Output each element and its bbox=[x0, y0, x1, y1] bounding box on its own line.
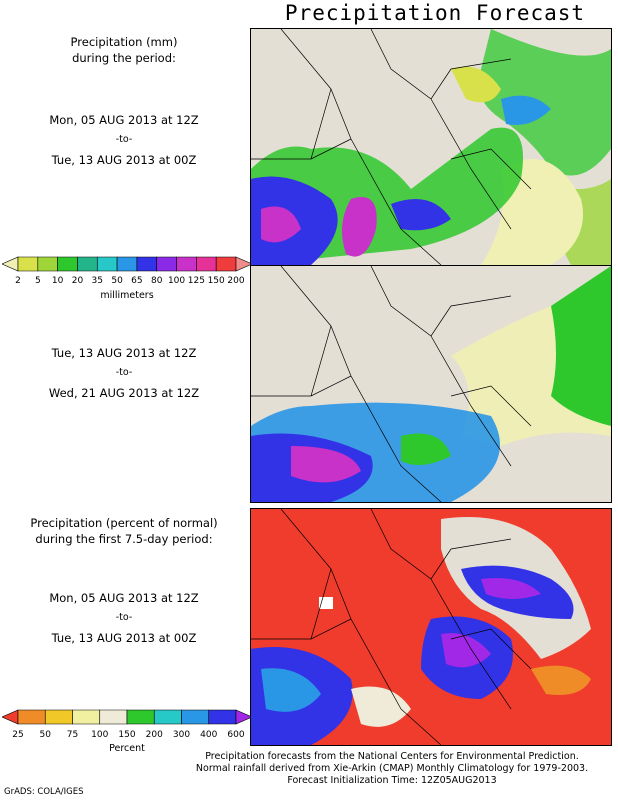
page-title: Precipitation Forecast bbox=[284, 1, 586, 25]
mm-colorbar-swatch bbox=[116, 256, 138, 272]
panel3-to: -to- bbox=[115, 612, 133, 623]
percent-colorbar-swatch bbox=[208, 709, 237, 725]
mm-colorbar-tick-label: 35 bbox=[91, 276, 103, 286]
grads-credit: GrADS: COLA/IGES bbox=[4, 787, 84, 797]
mm-colorbar-swatch bbox=[57, 256, 78, 272]
panel2-start-date: Tue, 13 AUG 2013 at 12Z bbox=[51, 346, 197, 360]
percent-colorbar-tick-label: 400 bbox=[200, 730, 218, 740]
percent-colorbar-tick-label: 150 bbox=[118, 730, 136, 740]
mm-colorbar-tick-label: 50 bbox=[111, 276, 123, 286]
panel1-heading-line2: during the period: bbox=[72, 51, 176, 65]
percent-colorbar-tick-label: 50 bbox=[39, 730, 51, 740]
panel1-period: Mon, 05 AUG 2013 at 12Z -to- Tue, 13 AUG… bbox=[4, 112, 244, 168]
panel3-start-date: Mon, 05 AUG 2013 at 12Z bbox=[49, 591, 199, 605]
mm-colorbar-swatch bbox=[156, 256, 177, 272]
credits-line2: Normal rainfall derived from Xie-Arkin (… bbox=[195, 763, 589, 774]
mm-colorbar-swatch bbox=[215, 256, 237, 272]
credits-line3: Forecast Initialization Time: 12Z05AUG20… bbox=[287, 775, 497, 786]
mm-colorbar-tick-label: 5 bbox=[34, 276, 41, 286]
percent-colorbar-swatch bbox=[72, 709, 101, 725]
percent-colorbar-swatch bbox=[17, 709, 46, 725]
percent-colorbar-unit: Percent bbox=[109, 743, 145, 754]
panel1-to: -to- bbox=[115, 134, 133, 145]
panel3-heading-line2: during the first 7.5-day period: bbox=[35, 532, 213, 546]
percent-colorbar-swatch bbox=[235, 709, 252, 725]
percent-colorbar-tick-label: 600 bbox=[227, 730, 245, 740]
mm-colorbar-swatch bbox=[77, 256, 98, 272]
panel3-end-date: Tue, 13 AUG 2013 at 00Z bbox=[51, 631, 197, 645]
percent-colorbar-tick-label: 75 bbox=[66, 730, 79, 740]
mm-colorbar-swatch bbox=[2, 256, 19, 272]
mm-colorbar-swatch bbox=[136, 256, 158, 272]
mm-colorbar-swatch bbox=[96, 256, 118, 272]
percent-colorbar-tick-label: 200 bbox=[145, 730, 163, 740]
credits: Precipitation forecasts from the Nationa… bbox=[182, 751, 602, 787]
panel2-to: -to- bbox=[115, 367, 133, 378]
percent-colorbar-swatch bbox=[44, 709, 73, 725]
mm-colorbar-ticks: 2 5 10 20 35 50 65 80 100 125 150 200 bbox=[2, 276, 252, 288]
mm-colorbar-swatch bbox=[176, 256, 197, 272]
mm-colorbar-unit: millimeters bbox=[100, 290, 154, 301]
mm-colorbar-tick-label: 125 bbox=[187, 276, 205, 286]
panel1-end-date: Tue, 13 AUG 2013 at 00Z bbox=[51, 153, 197, 167]
panel3-heading-line1: Precipitation (percent of normal) bbox=[30, 516, 218, 530]
panel1-heading: Precipitation (mm) during the period: bbox=[4, 34, 244, 66]
percent-colorbar-tick-label: 100 bbox=[91, 730, 109, 740]
mm-colorbar-tick-label: 2 bbox=[15, 276, 21, 286]
mm-colorbar-tick-label: 150 bbox=[207, 276, 225, 286]
percent-colorbar-swatch bbox=[126, 709, 155, 725]
percent-colorbar-tick-label: 300 bbox=[172, 730, 191, 740]
percent-colorbar-swatch bbox=[2, 709, 19, 725]
percent-colorbar-ticks: 25 50 75 100 150 200 300 400 600 bbox=[2, 730, 252, 742]
percent-colorbar-tick-label: 25 bbox=[12, 730, 24, 740]
panel2-period: Tue, 13 AUG 2013 at 12Z -to- Wed, 21 AUG… bbox=[4, 345, 244, 401]
panel1-heading-line1: Precipitation (mm) bbox=[70, 35, 178, 49]
mm-colorbar-swatch bbox=[37, 256, 58, 272]
map-panel-1 bbox=[250, 28, 612, 266]
mm-colorbar-tick-label: 65 bbox=[131, 276, 143, 286]
map-panel-3 bbox=[250, 508, 612, 746]
panel3-heading: Precipitation (percent of normal) during… bbox=[4, 515, 244, 547]
percent-colorbar-swatch bbox=[153, 709, 182, 725]
panel1-start-date: Mon, 05 AUG 2013 at 12Z bbox=[49, 113, 199, 127]
percent-colorbar bbox=[2, 709, 252, 725]
mm-colorbar-tick-label: 80 bbox=[150, 276, 163, 286]
panel3-period: Mon, 05 AUG 2013 at 12Z -to- Tue, 13 AUG… bbox=[4, 590, 244, 646]
percent-colorbar-swatch bbox=[181, 709, 210, 725]
mm-colorbar-swatch bbox=[196, 256, 217, 272]
mm-colorbar-tick-label: 100 bbox=[167, 276, 186, 286]
mm-colorbar-tick-label: 10 bbox=[51, 276, 64, 286]
panel2-end-date: Wed, 21 AUG 2013 at 12Z bbox=[48, 386, 200, 400]
mm-colorbar-tick-label: 200 bbox=[227, 276, 245, 286]
credits-line1: Precipitation forecasts from the Nationa… bbox=[205, 751, 579, 762]
mm-colorbar-swatch bbox=[17, 256, 39, 272]
percent-colorbar-swatch bbox=[99, 709, 128, 725]
map-panel-2 bbox=[250, 265, 612, 503]
mm-colorbar bbox=[2, 256, 252, 272]
mm-colorbar-tick-label: 20 bbox=[71, 276, 84, 286]
mm-colorbar-swatch bbox=[235, 256, 252, 272]
